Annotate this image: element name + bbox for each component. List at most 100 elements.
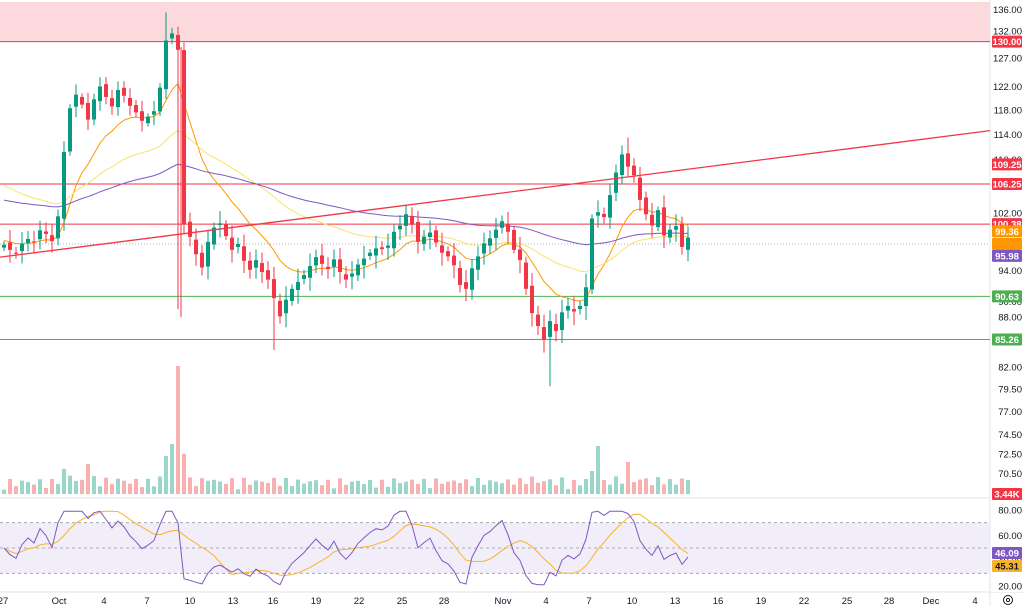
candle-body <box>146 116 150 124</box>
volume-bar <box>38 479 42 494</box>
volume-bar <box>158 476 162 494</box>
volume-bar <box>350 481 354 494</box>
candle-body <box>218 223 222 226</box>
candle-body <box>224 224 228 237</box>
candle-body <box>332 259 336 267</box>
price-tick-label: 79.50 <box>998 384 1022 395</box>
time-tick-label: 7 <box>586 596 591 606</box>
candle-body <box>206 241 210 267</box>
volume-bar <box>494 481 498 494</box>
time-tick-label: 4 <box>972 596 977 606</box>
price-tick-label: 114.00 <box>994 130 1022 141</box>
time-tick-label: 7 <box>144 596 149 606</box>
candle-body <box>512 229 516 250</box>
trendline[interactable] <box>0 129 991 258</box>
candle-body <box>182 50 186 225</box>
candle-body <box>170 33 174 39</box>
candle-body <box>92 99 96 120</box>
price-tick-label: 122.00 <box>993 82 1022 93</box>
volume-bar <box>662 484 666 494</box>
volume-bar <box>8 479 12 494</box>
candle-body <box>200 252 204 268</box>
volume-bar <box>590 471 594 494</box>
candle-body <box>416 221 420 242</box>
price-badges: 130.00 106.25 100.38 90.63 85.26 109.25 99.36 9… <box>992 35 1022 572</box>
volume-bar <box>656 477 660 494</box>
candle-body <box>134 105 138 113</box>
gear-icon-inner <box>1005 597 1011 603</box>
candle-body <box>278 300 282 317</box>
candle-body <box>572 309 576 312</box>
time-tick-label: 22 <box>799 596 810 606</box>
volume-bar <box>650 485 654 494</box>
candle-body <box>8 242 12 250</box>
candle-body <box>494 229 498 238</box>
horizontal-levels[interactable] <box>0 41 990 340</box>
candle-body <box>542 327 546 340</box>
candle-body <box>446 251 450 257</box>
candle-body <box>164 40 168 90</box>
volume-bar <box>632 482 636 494</box>
volume-bar <box>254 480 258 494</box>
volume-bar <box>206 480 210 494</box>
candle-body <box>44 231 48 234</box>
volume-bar <box>278 485 282 494</box>
volume-bar <box>26 482 30 494</box>
price-badge: 95.98 <box>995 251 1019 262</box>
candle-body <box>38 230 42 240</box>
volume-bar <box>458 482 462 494</box>
volume-bar <box>602 480 606 494</box>
volume-badge: 3.44K <box>994 490 1019 501</box>
volume-bar <box>44 487 48 494</box>
time-tick-label: 28 <box>884 596 895 606</box>
volume-bar <box>404 481 408 494</box>
price-badge-bg <box>992 249 1022 262</box>
candle-body <box>464 282 468 289</box>
candle-body <box>548 321 552 337</box>
price-tick-label: 70.50 <box>998 469 1022 480</box>
level-badge-bg <box>992 178 1022 191</box>
candle-body <box>620 154 624 176</box>
volume-bar <box>2 489 6 494</box>
volume-bar <box>380 479 384 494</box>
volume-bar <box>470 486 474 494</box>
candle-body <box>272 279 276 299</box>
candle-body <box>440 245 444 253</box>
volume-bar <box>572 479 576 494</box>
volume-bars <box>2 366 690 494</box>
volume-bar <box>20 480 24 494</box>
volume-bar <box>122 480 126 494</box>
time-axis[interactable]: 27 Oct 4 7 10 13 16 19 22 25 28 Nov 4 7 10 13 16 19 22 25 28… <box>0 595 1013 607</box>
candle-body <box>68 108 72 152</box>
volume-bar <box>32 484 36 494</box>
volume-bar <box>566 489 570 494</box>
volume-badge-bg <box>992 488 1022 500</box>
volume-bar <box>596 446 600 494</box>
volume-bar <box>110 483 114 494</box>
volume-bar <box>314 480 318 494</box>
volume-bar <box>68 475 72 494</box>
candle-body <box>344 274 348 280</box>
candle-body <box>194 239 198 255</box>
price-tick-label: 88.00 <box>998 313 1022 324</box>
candle-body <box>230 237 234 250</box>
volume-bar <box>296 479 300 494</box>
candle-body <box>398 225 402 230</box>
candle-body <box>86 102 90 120</box>
candle-body <box>254 260 258 268</box>
volume-bar <box>674 484 678 494</box>
price-tick-label: 74.50 <box>998 430 1022 441</box>
volume-bar <box>608 484 612 494</box>
volume-bar <box>212 479 216 494</box>
gear-icon[interactable] <box>1003 595 1013 605</box>
volume-bar <box>164 456 168 494</box>
time-tick-label: 19 <box>311 596 322 606</box>
volume-bar <box>98 486 102 494</box>
volume-bar <box>308 481 312 494</box>
candle-body <box>242 246 246 261</box>
candle-body <box>386 245 390 248</box>
volume-bar <box>224 483 228 494</box>
